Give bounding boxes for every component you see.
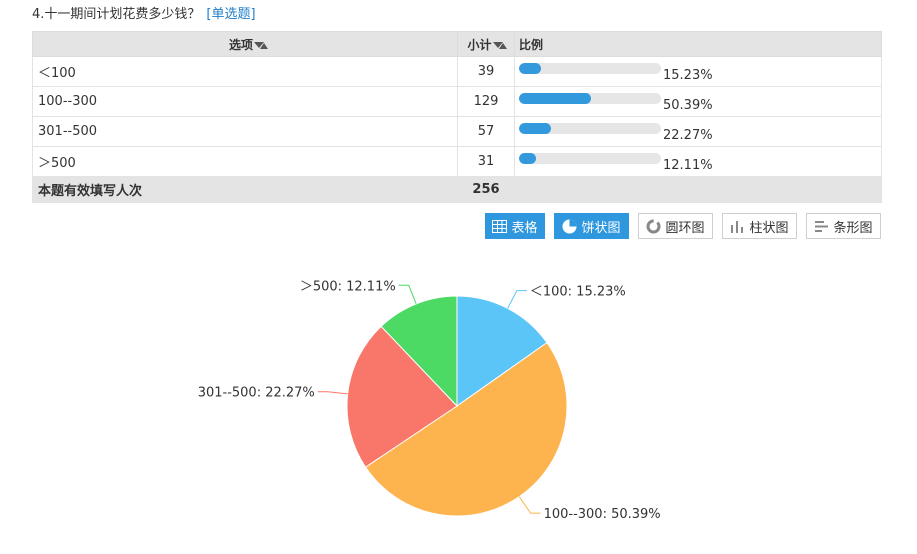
pie-label: 100--300: 50.39%: [544, 507, 661, 522]
progress-fill: [519, 123, 551, 134]
table-view-label: 表格: [511, 220, 538, 236]
pie-slice[interactable]: [346, 325, 458, 468]
progress-fill: [519, 63, 541, 74]
pie-chart: ＜100: 15.23% 100--300: 50.39% 301--500: 22…: [198, 279, 661, 522]
row-option: 301--500: [32, 116, 458, 147]
pie-chart-icon: [562, 219, 577, 234]
pie-chart-label: 饼状图: [581, 220, 621, 236]
pie-label: ＜100: 15.23%: [530, 285, 626, 300]
ring-chart-button[interactable]: 圆环图: [638, 213, 713, 239]
pie-leader-line: [518, 496, 541, 514]
table-row: 301--500 57 22.27%: [32, 116, 882, 147]
header-count[interactable]: 小计: [457, 31, 515, 57]
progress-bar: [519, 123, 661, 134]
pie-slices: [346, 295, 568, 517]
bar-chart-button[interactable]: 柱状图: [722, 213, 797, 239]
chart-type-toolbar: 表格 饼状图 圆环图 柱状图 条形图: [0, 213, 917, 239]
row-option: ＞500: [32, 146, 458, 177]
table-row: 100--300 129 50.39%: [32, 86, 882, 117]
row-percent: 22.27%: [663, 128, 713, 143]
table-row: ＜100 39 15.23%: [32, 56, 882, 87]
horizontal-bar-chart-button[interactable]: 条形图: [806, 213, 881, 239]
table-icon: [492, 219, 508, 233]
question-text: 4.十一期间计划花费多少钱？: [32, 7, 201, 22]
progress-fill: [519, 93, 591, 104]
header-ratio-label: 比例: [519, 37, 544, 52]
results-table: 选项 小计 比例 ＜100 39 15.23% 100--300 129 50.…: [32, 31, 882, 203]
header-option[interactable]: 选项: [32, 31, 458, 57]
table-view-button[interactable]: 表格: [485, 213, 545, 239]
row-option: 100--300: [32, 86, 458, 117]
pie-leader-line: [398, 284, 417, 305]
row-count: 57: [457, 116, 515, 147]
sort-icon[interactable]: [254, 41, 268, 49]
question-type: [单选题]: [206, 7, 256, 22]
row-ratio: 22.27%: [514, 116, 882, 147]
row-percent: 50.39%: [663, 98, 713, 113]
row-count: 39: [457, 56, 515, 87]
header-ratio: 比例: [514, 31, 882, 57]
pie-leader-line: [507, 290, 527, 309]
pie-leader-line: [317, 391, 348, 395]
question-title: 4.十一期间计划花费多少钱？ [单选题]: [32, 6, 256, 24]
horizontal-bar-chart-icon: [814, 219, 829, 234]
row-ratio: 15.23%: [514, 56, 882, 87]
row-ratio: 50.39%: [514, 86, 882, 117]
total-label: 本题有效填写人次: [32, 176, 458, 203]
pie-slice[interactable]: [456, 295, 548, 407]
row-percent: 12.11%: [663, 158, 713, 173]
progress-bar: [519, 63, 661, 74]
table-row: ＞500 31 12.11%: [32, 146, 882, 177]
header-count-label: 小计: [467, 37, 492, 52]
total-row: 本题有效填写人次 256: [32, 176, 882, 203]
header-option-label: 选项: [228, 37, 253, 52]
row-ratio: 12.11%: [514, 146, 882, 177]
horizontal-bar-chart-label: 条形图: [833, 220, 873, 236]
row-count: 129: [457, 86, 515, 117]
progress-fill: [519, 153, 537, 164]
row-option: ＜100: [32, 56, 458, 87]
bar-chart-icon: [730, 219, 745, 234]
sort-icon[interactable]: [492, 41, 507, 49]
row-percent: 15.23%: [663, 68, 713, 83]
progress-bar: [519, 153, 661, 164]
pie-labels: ＜100: 15.23% 100--300: 50.39% 301--500: 22…: [198, 279, 661, 522]
progress-bar: [519, 93, 661, 104]
table-header-row: 选项 小计 比例: [32, 31, 882, 57]
pie-label: 301--500: 22.27%: [198, 386, 315, 401]
pie-chart-button[interactable]: 饼状图: [554, 213, 629, 239]
pie-label: ＞500: 12.11%: [300, 279, 396, 294]
ring-chart-label: 圆环图: [665, 220, 705, 236]
total-empty: [514, 176, 882, 203]
pie-leader-lines: [317, 284, 541, 514]
total-count: 256: [457, 176, 515, 203]
row-count: 31: [457, 146, 515, 177]
ring-chart-icon: [646, 219, 661, 234]
bar-chart-label: 柱状图: [749, 220, 789, 236]
